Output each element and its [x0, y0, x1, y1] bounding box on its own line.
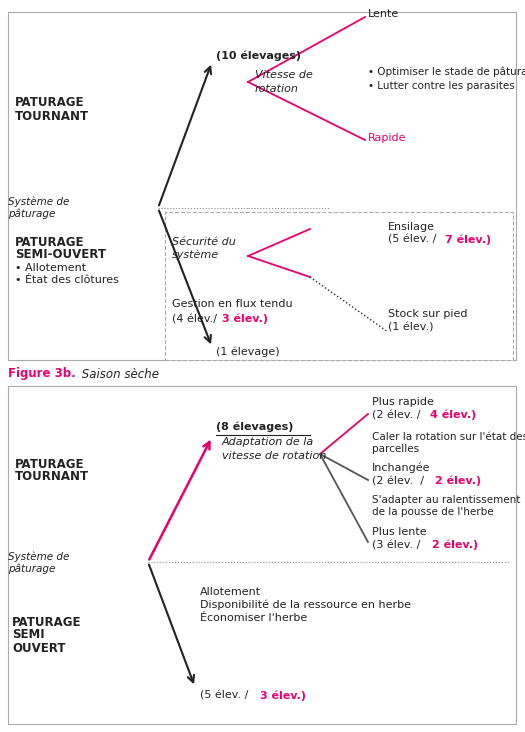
Text: (8 élevages): (8 élevages): [216, 422, 293, 433]
Text: Figure 3b.: Figure 3b.: [8, 367, 76, 381]
Text: TOURNANT: TOURNANT: [15, 111, 89, 124]
Text: pâturage: pâturage: [8, 209, 55, 220]
Text: Ensilage: Ensilage: [388, 222, 435, 232]
Bar: [8, 12, 516, 360]
Text: 2 élev.): 2 élev.): [432, 539, 478, 550]
Text: (1 élevage): (1 élevage): [216, 347, 280, 357]
Text: de la pousse de l'herbe: de la pousse de l'herbe: [372, 507, 493, 517]
Text: parcelles: parcelles: [372, 444, 419, 454]
Text: PATURAGE: PATURAGE: [15, 458, 85, 471]
Text: PATURAGE: PATURAGE: [15, 236, 85, 248]
Text: 3 élev.): 3 élev.): [222, 314, 268, 324]
Bar: [8, 386, 516, 724]
Text: Plus rapide: Plus rapide: [372, 397, 434, 407]
Text: Système de: Système de: [8, 197, 69, 207]
Text: Économiser l'herbe: Économiser l'herbe: [200, 613, 307, 623]
Text: rotation: rotation: [255, 84, 299, 94]
Text: Saison sèche: Saison sèche: [78, 367, 159, 381]
Text: Inchangée: Inchangée: [372, 463, 430, 474]
Text: S'adapter au ralentissement: S'adapter au ralentissement: [372, 495, 520, 505]
Text: Plus lente: Plus lente: [372, 527, 427, 537]
Text: • Allotement: • Allotement: [15, 263, 86, 273]
Text: (2 élev. /: (2 élev. /: [372, 410, 424, 420]
Text: 7 élev.): 7 élev.): [445, 235, 491, 245]
Text: (4 élev./: (4 élev./: [172, 314, 217, 324]
Text: • Optimiser le stade de pâturage: • Optimiser le stade de pâturage: [368, 67, 525, 78]
Text: Système de: Système de: [8, 552, 69, 562]
Text: (1 élev.): (1 élev.): [388, 323, 434, 333]
Text: Allotement: Allotement: [200, 587, 261, 597]
Text: SEMI: SEMI: [12, 629, 45, 641]
Text: 4 élev.): 4 élev.): [430, 410, 476, 420]
Text: Sécurité du: Sécurité du: [172, 237, 236, 247]
Text: Adaptation de la: Adaptation de la: [222, 437, 314, 447]
Text: (2 élev.  /: (2 élev. /: [372, 476, 427, 486]
Text: (10 élevages): (10 élevages): [216, 51, 301, 61]
Text: (3 élev. /: (3 élev. /: [372, 540, 424, 550]
Text: 3 élev.): 3 élev.): [260, 691, 306, 701]
Text: SEMI-OUVERT: SEMI-OUVERT: [15, 248, 106, 261]
Text: Lente: Lente: [368, 9, 399, 19]
Text: vitesse de rotation: vitesse de rotation: [222, 451, 326, 461]
Text: PATURAGE: PATURAGE: [12, 616, 81, 629]
Text: TOURNANT: TOURNANT: [15, 471, 89, 484]
Text: PATURAGE: PATURAGE: [15, 95, 85, 108]
Text: système: système: [172, 250, 219, 261]
Text: (5 élev. /: (5 élev. /: [200, 691, 252, 701]
Text: 2 élev.): 2 élev.): [435, 476, 481, 486]
Text: • Lutter contre les parasites: • Lutter contre les parasites: [368, 81, 514, 91]
Text: OUVERT: OUVERT: [12, 641, 66, 654]
Text: Rapide: Rapide: [368, 133, 406, 143]
Text: Caler la rotation sur l'état des: Caler la rotation sur l'état des: [372, 432, 525, 442]
Text: Stock sur pied: Stock sur pied: [388, 309, 467, 319]
Text: Disponibilité de la ressource en herbe: Disponibilité de la ressource en herbe: [200, 600, 411, 610]
Text: pâturage: pâturage: [8, 564, 55, 574]
Text: • État des clôtures: • État des clôtures: [15, 275, 119, 285]
Bar: [165, 212, 513, 360]
Text: Gestion en flux tendu: Gestion en flux tendu: [172, 299, 292, 309]
Text: Vitesse de: Vitesse de: [255, 70, 313, 80]
Text: (5 élev. /: (5 élev. /: [388, 235, 440, 245]
